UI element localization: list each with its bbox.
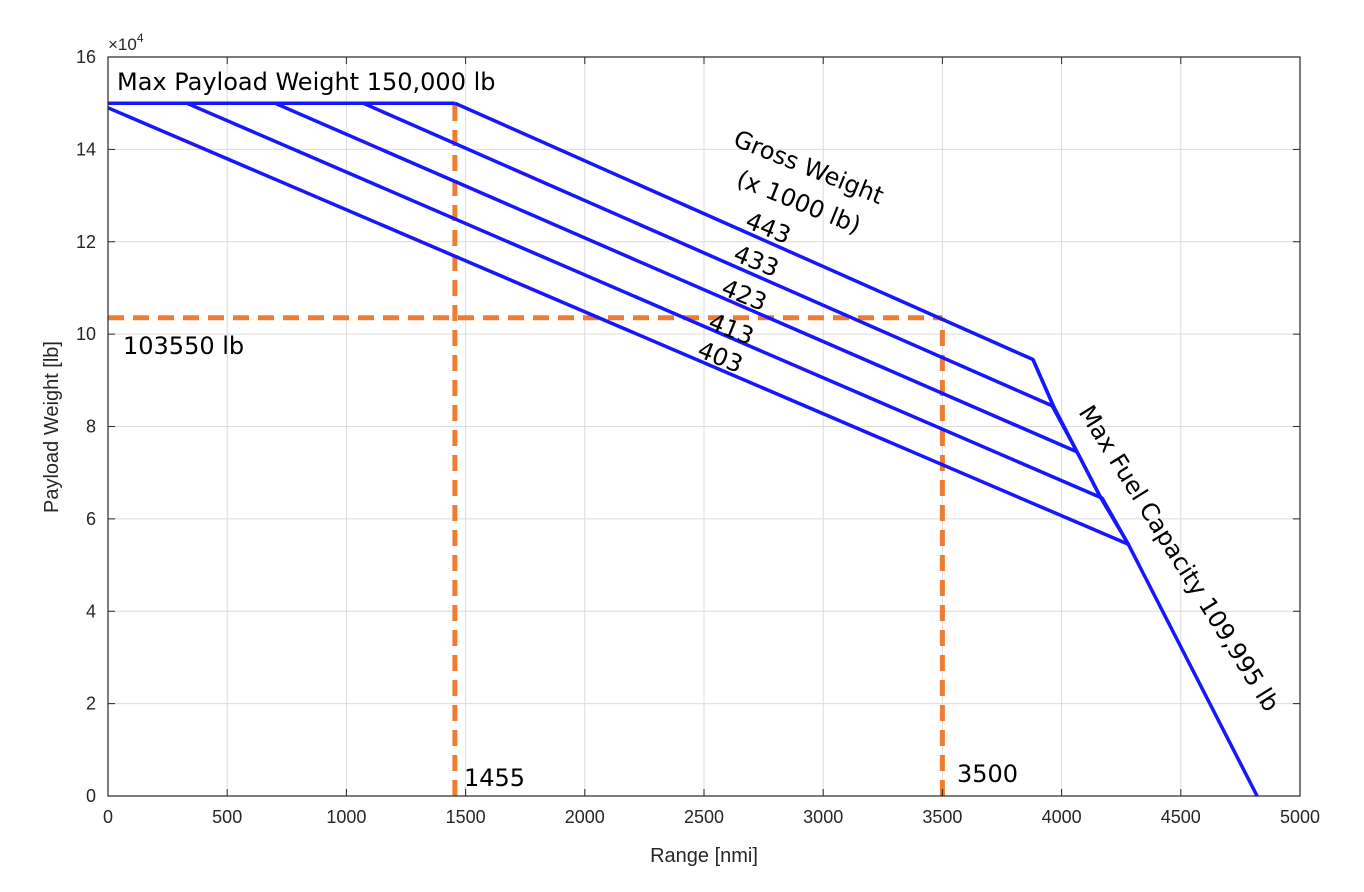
y-multiplier: ×104 [108,31,144,54]
x-tick-label: 4000 [1042,807,1082,827]
x-tick-label: 500 [212,807,242,827]
range-3500-label: 3500 [957,760,1018,788]
series-line [107,106,1130,546]
y-tick-label: 14 [76,139,96,159]
y-tick-label: 6 [86,509,96,529]
x-tick-label: 2500 [684,807,724,827]
x-tick-label: 4500 [1161,807,1201,827]
payload-guide-label: 103550 lb [123,332,244,360]
x-tick-label: 5000 [1280,807,1320,827]
y-tick-label: 2 [86,694,96,714]
y-tick-labels: 0 2 4 6 8 10 12 14 16 [76,47,96,806]
y-axis-label: Payload Weight [lb] [41,341,63,513]
y-tick-label: 0 [86,786,96,806]
y-tick-label: 4 [86,601,96,621]
series-lines [107,101,1259,797]
series-line [1031,358,1259,797]
x-tick-label: 1000 [326,807,366,827]
x-tick-label: 1500 [446,807,486,827]
x-tick-label: 2000 [565,807,605,827]
tick-marks [107,56,1301,797]
y-multiplier-base: ×10 [108,35,137,54]
x-tick-label: 0 [103,807,113,827]
x-tick-labels: 0 500 1000 1500 2000 2500 3000 3500 4000 4500 5000 [103,807,1320,827]
y-tick-label: 10 [76,324,96,344]
max-payload-label: Max Payload Weight 150,000 lb [117,68,496,96]
x-tick-label: 3500 [922,807,962,827]
y-tick-label: 8 [86,417,96,437]
range-1455-label: 1455 [464,764,525,792]
y-tick-label: 16 [76,47,96,67]
y-multiplier-exponent: 4 [137,31,144,45]
x-axis-label: Range [nmi] [650,845,758,867]
x-tick-label: 3000 [803,807,843,827]
y-tick-label: 12 [76,232,96,252]
